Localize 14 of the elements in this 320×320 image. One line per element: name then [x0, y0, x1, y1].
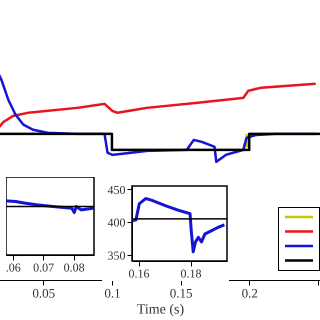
y-tick-label: 450: [108, 182, 126, 197]
x-tick-label: 0.07: [33, 260, 54, 274]
x-tick-label: 0.05: [32, 286, 56, 300]
x-tick-label: 0.1: [104, 286, 121, 300]
x-tick-label: 0.18: [180, 266, 202, 280]
x-tick-label: 0.16: [128, 266, 150, 280]
x-axis-title: Time (s): [136, 302, 184, 318]
x-tick-label: .06: [6, 260, 21, 274]
x-tick-label: 0.2: [242, 286, 258, 300]
line-series: [132, 197, 226, 254]
y-tick-label: 400: [108, 216, 126, 230]
x-tick-label: 0.15: [170, 286, 192, 300]
y-tick-label: 350: [108, 248, 126, 263]
x-tick-label: 0.08: [64, 260, 85, 274]
